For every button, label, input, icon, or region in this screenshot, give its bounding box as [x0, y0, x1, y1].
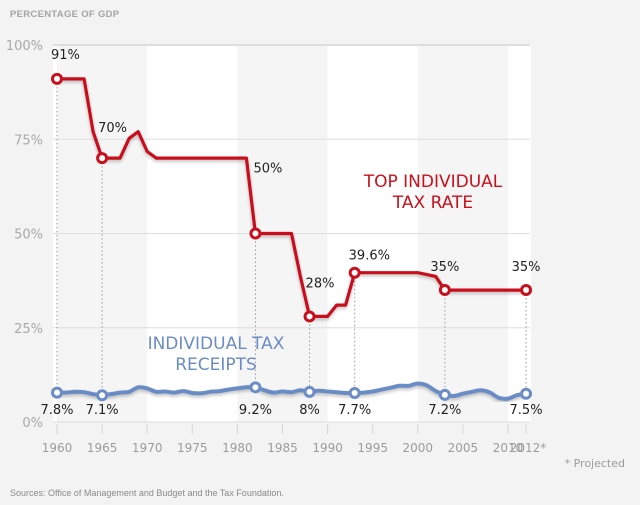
- receipts-marker: [520, 387, 533, 400]
- x-tick-label: 1980: [222, 441, 253, 455]
- receipts-value-label: 7.8%: [40, 403, 73, 418]
- top-rate-marker: [348, 266, 361, 279]
- receipts-value-label: 8%: [299, 403, 320, 418]
- receipts-marker: [348, 386, 361, 399]
- receipts-marker: [303, 385, 316, 398]
- receipts-value-label: 7.1%: [86, 403, 119, 418]
- top-rate-marker: [438, 284, 451, 297]
- y-tick-label: 0%: [22, 416, 43, 431]
- series-label-top-rate-line1: TOP INDIVIDUAL: [363, 172, 503, 192]
- x-tick-label: 2005: [448, 441, 479, 455]
- x-tick-label: 1960: [42, 441, 73, 455]
- top-rate-marker: [303, 310, 316, 323]
- x-tick-label: 1990: [312, 441, 343, 455]
- top-rate-marker: [96, 152, 109, 165]
- x-tick-label: 2012*: [510, 441, 547, 455]
- receipts-marker: [249, 381, 262, 394]
- top-rate-value-label: 35%: [430, 260, 459, 275]
- y-tick-label: 25%: [14, 322, 43, 337]
- sources-note: Sources: Office of Management and Budget…: [10, 488, 284, 498]
- top-tax-rate-line: [55, 77, 528, 318]
- receipts-value-label: 7.2%: [428, 403, 461, 418]
- top-rate-value-label: 39.6%: [349, 249, 390, 264]
- top-rate-value-label: 50%: [253, 162, 282, 177]
- series-label-top-rate-line2: TAX RATE: [392, 193, 473, 213]
- receipts-marker: [438, 388, 451, 401]
- x-tick-label: 1975: [177, 441, 208, 455]
- top-rate-marker: [520, 284, 533, 297]
- receipts-value-label: 7.5%: [510, 403, 543, 418]
- y-axis-title: PERCENTAGE OF GDP: [10, 9, 120, 20]
- top-rate-value-label: 35%: [512, 260, 541, 275]
- x-tick-label: 1985: [267, 441, 298, 455]
- top-rate-marker: [51, 72, 63, 85]
- x-tick-label: 2000: [403, 441, 434, 455]
- top-rate-value-label: 91%: [51, 48, 80, 63]
- x-tick-label: 1995: [357, 441, 388, 455]
- x-tick-label: 1970: [132, 441, 163, 455]
- y-tick-label: 50%: [14, 228, 43, 243]
- top-rate-marker: [249, 227, 262, 240]
- projected-note: * Projected: [565, 457, 625, 470]
- series-label-receipts-line1: INDIVIDUAL TAX: [148, 334, 285, 354]
- top-rate-value-label: 70%: [98, 121, 127, 136]
- top-rate-value-label: 28%: [306, 276, 335, 291]
- receipts-value-label: 7.7%: [338, 403, 371, 418]
- y-tick-label: 75%: [14, 133, 43, 148]
- x-tick-label: 2010: [493, 441, 524, 455]
- receipts-value-label: 9.2%: [239, 403, 272, 418]
- y-tick-label: 100%: [6, 39, 43, 54]
- x-tick-label: 1965: [87, 441, 118, 455]
- series-label-receipts-line2: RECEIPTS: [175, 355, 257, 375]
- receipts-marker: [51, 386, 63, 399]
- receipts-marker: [96, 389, 109, 402]
